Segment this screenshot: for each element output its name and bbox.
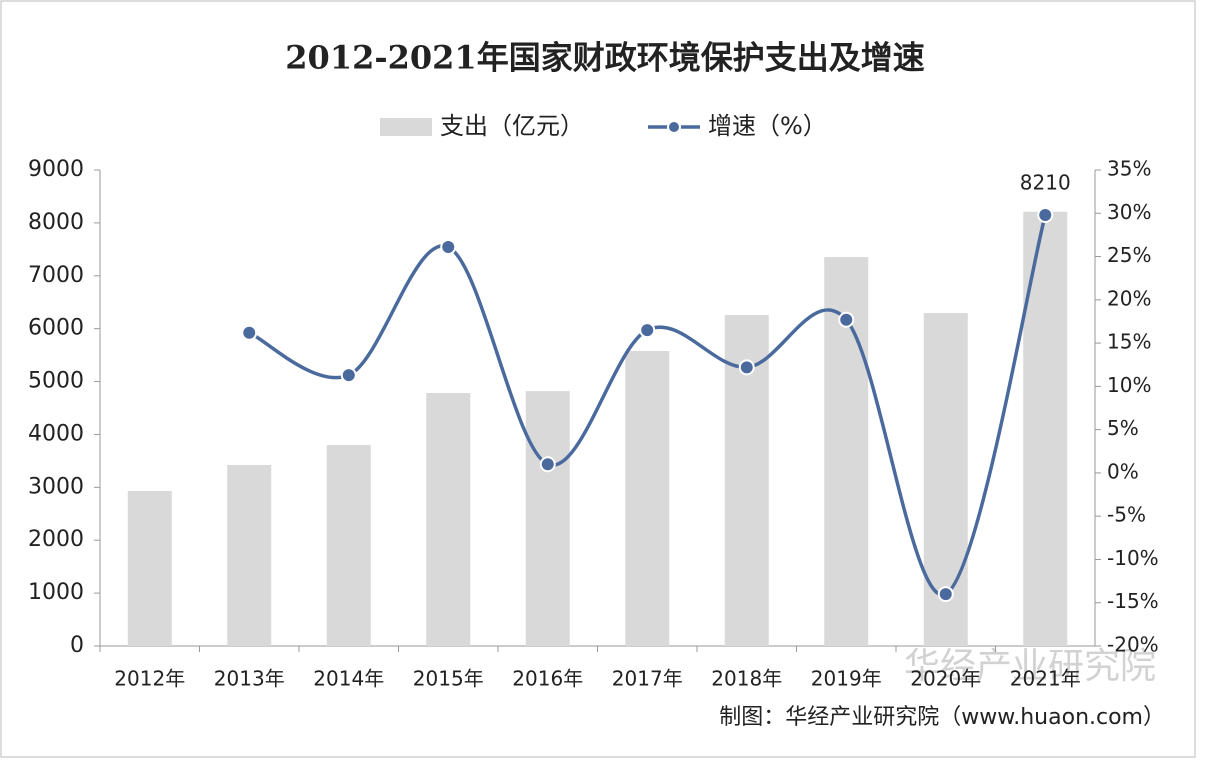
watermark: 华经产业研究院 — [904, 646, 1156, 687]
bar — [227, 465, 272, 646]
bar — [1023, 211, 1068, 646]
y2-tick-label: 10% — [1107, 373, 1151, 397]
y-tick-label: 1000 — [28, 580, 84, 605]
y2-tick-label: -5% — [1107, 503, 1146, 527]
bar — [625, 351, 670, 646]
y2-tick-label: 30% — [1107, 200, 1151, 224]
x-tick-label: 2014年 — [313, 667, 384, 691]
legend-label: 增速（%） — [708, 112, 827, 140]
line-marker — [937, 586, 954, 603]
x-tick-label: 2016年 — [512, 667, 583, 691]
x-tick-label: 2017年 — [612, 667, 683, 691]
line-marker — [340, 367, 357, 384]
y2-tick-label: 5% — [1107, 416, 1139, 440]
x-tick-label: 2013年 — [214, 667, 285, 691]
data-label: 8210 — [1020, 170, 1071, 194]
y-tick-label: 5000 — [28, 369, 84, 394]
line-marker — [639, 322, 656, 339]
bar — [426, 393, 471, 646]
source: 制图：华经产业研究院（www.huaon.com） — [719, 705, 1165, 730]
y2-tick-label: 15% — [1107, 330, 1151, 354]
x-tick-label: 2015年 — [413, 667, 484, 691]
y-tick-label: 9000 — [28, 157, 84, 182]
x-tick-label: 2020年 — [910, 667, 981, 691]
y-tick-label: 6000 — [28, 316, 84, 341]
y2-tick-label: 0% — [1107, 459, 1139, 483]
y-tick-label: 3000 — [28, 474, 84, 499]
bar — [525, 391, 570, 646]
line-marker — [539, 456, 556, 473]
x-tick-label: 2018年 — [711, 667, 782, 691]
bar — [127, 491, 172, 646]
y2-tick-label: -15% — [1107, 589, 1159, 613]
x-tick-label: 2012年 — [114, 667, 185, 691]
line-marker — [838, 311, 855, 328]
line-marker — [241, 324, 258, 341]
legend-swatch — [667, 120, 681, 134]
y-tick-label: 7000 — [28, 263, 84, 288]
y-tick-label: 8000 — [28, 210, 84, 235]
x-tick-label: 2019年 — [811, 667, 882, 691]
line-marker — [440, 239, 457, 256]
bar — [326, 445, 371, 646]
y-tick-label: 4000 — [28, 421, 84, 446]
line-marker — [1037, 207, 1054, 224]
y2-tick-label: 35% — [1107, 157, 1151, 181]
line-marker — [738, 359, 755, 376]
x-tick-label: 2021年 — [1010, 667, 1081, 691]
y2-tick-label: 25% — [1107, 243, 1151, 267]
y2-tick-label: -10% — [1107, 546, 1159, 570]
y2-tick-label: 20% — [1107, 286, 1151, 310]
y2-tick-label: -20% — [1107, 633, 1159, 657]
chart-title: 2012-2021年国家财政环境保护支出及增速 — [285, 39, 924, 77]
y-tick-label: 0 — [70, 633, 84, 658]
legend-label: 支出（亿元） — [440, 112, 584, 140]
y-tick-label: 2000 — [28, 527, 84, 552]
legend-swatch — [380, 118, 432, 136]
